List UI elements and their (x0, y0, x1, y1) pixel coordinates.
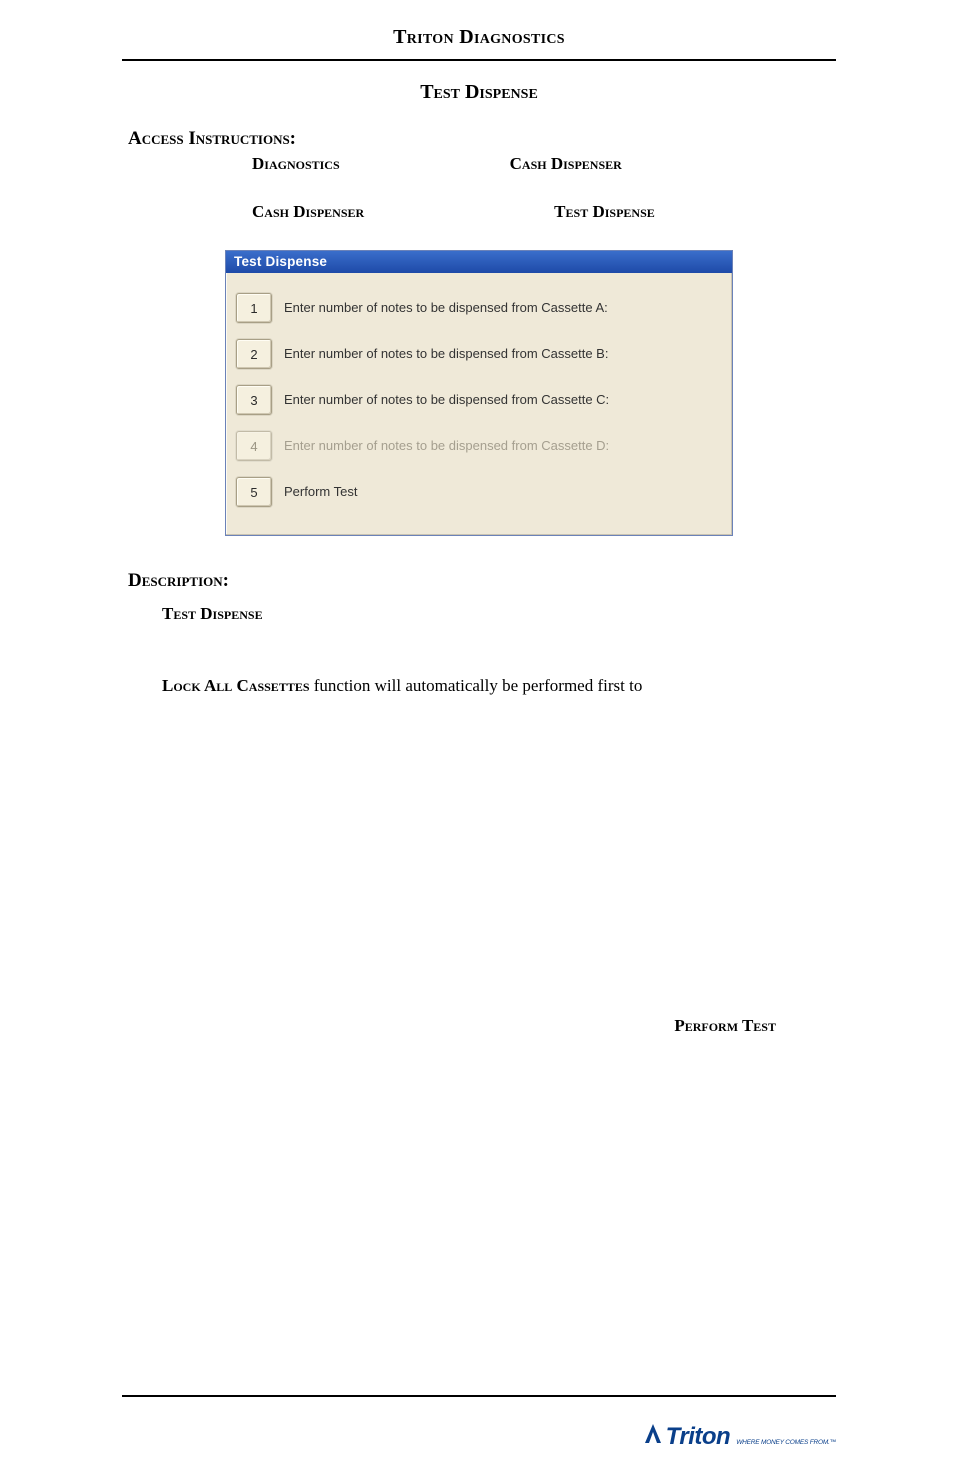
option-5-label: Perform Test (284, 484, 357, 501)
option-3-label: Enter number of notes to be dispensed fr… (284, 392, 609, 409)
triton-logo-text: Triton (666, 1423, 731, 1451)
description-line-2-rest: function will automatically be performed… (310, 676, 643, 695)
dialog-row: 4 Enter number of notes to be dispensed … (236, 431, 722, 461)
perform-test-label: Perform Test (122, 1016, 836, 1036)
section-title: Test Dispense (122, 81, 836, 104)
dialog-panel: 1 Enter number of notes to be dispensed … (226, 273, 732, 535)
breadcrumb-item: Test Dispense (554, 202, 655, 222)
description-heading: Description: (128, 570, 836, 592)
option-4-label: Enter number of notes to be dispensed fr… (284, 438, 609, 455)
option-3-button[interactable]: 3 (236, 385, 272, 415)
triton-logo: Triton WHERE MONEY COMES FROM.™ (644, 1422, 836, 1451)
footer-rule (122, 1395, 836, 1397)
access-instructions-heading: Access Instructions: (128, 128, 836, 150)
breadcrumb-row-1: Diagnostics Cash Dispenser (252, 154, 836, 174)
description-line-1: Test Dispense (162, 604, 836, 624)
breadcrumb-item: Cash Dispenser (510, 154, 622, 174)
option-2-label: Enter number of notes to be dispensed fr… (284, 346, 608, 363)
option-1-button[interactable]: 1 (236, 293, 272, 323)
option-4-button: 4 (236, 431, 272, 461)
breadcrumb-item: Cash Dispenser (252, 202, 364, 222)
triton-logo-tagline: WHERE MONEY COMES FROM.™ (736, 1439, 836, 1446)
page-header-title: Triton Diagnostics (122, 26, 836, 49)
header-rule (122, 59, 836, 61)
dialog-titlebar: Test Dispense (226, 251, 732, 273)
breadcrumb-item: Diagnostics (252, 154, 340, 174)
lock-all-cassettes-term: Lock All Cassettes (162, 676, 310, 695)
description-line-2: Lock All Cassettes function will automat… (162, 676, 836, 696)
option-1-label: Enter number of notes to be dispensed fr… (284, 300, 608, 317)
dialog-row: 1 Enter number of notes to be dispensed … (236, 293, 722, 323)
dialog-row: 2 Enter number of notes to be dispensed … (236, 339, 722, 369)
option-5-button[interactable]: 5 (236, 477, 272, 507)
option-2-button[interactable]: 2 (236, 339, 272, 369)
test-dispense-term: Test Dispense (162, 604, 263, 623)
triton-logo-mark-icon (644, 1422, 662, 1444)
document-page: Triton Diagnostics Test Dispense Access … (0, 0, 954, 1475)
dialog-row: 5 Perform Test (236, 477, 722, 507)
dialog-row: 3 Enter number of notes to be dispensed … (236, 385, 722, 415)
breadcrumb-row-2: Cash Dispenser Test Dispense (252, 202, 836, 222)
test-dispense-dialog: Test Dispense 1 Enter number of notes to… (225, 250, 733, 536)
